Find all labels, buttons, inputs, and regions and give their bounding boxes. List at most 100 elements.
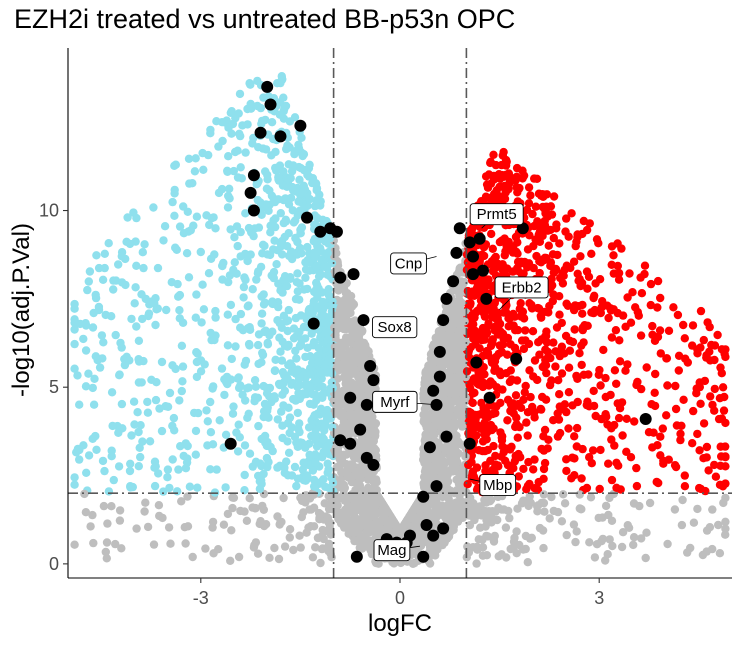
data-point	[488, 309, 498, 318]
data-point	[553, 250, 562, 260]
data-point	[173, 487, 182, 496]
data-point	[333, 311, 342, 320]
data-point	[164, 523, 174, 532]
data-point	[717, 414, 727, 423]
data-point	[316, 510, 325, 519]
data-point	[350, 470, 360, 479]
data-point	[234, 420, 243, 429]
data-point	[89, 400, 99, 409]
data-point	[447, 457, 456, 466]
data-point	[693, 349, 702, 358]
data-point	[230, 258, 239, 267]
data-point	[258, 144, 268, 153]
data-point	[607, 242, 617, 251]
data-point	[298, 465, 307, 474]
data-point	[704, 466, 713, 475]
data-point	[318, 525, 327, 535]
data-point	[646, 279, 656, 289]
data-point	[598, 513, 607, 522]
data-point	[240, 360, 249, 369]
data-point	[572, 371, 581, 381]
data-point	[138, 437, 147, 446]
data-point	[169, 413, 179, 423]
data-point	[680, 471, 689, 480]
data-point	[626, 453, 636, 462]
data-point	[542, 368, 551, 378]
data-point	[192, 357, 202, 367]
data-point	[109, 285, 118, 294]
data-point	[240, 470, 249, 480]
data-point	[510, 343, 520, 353]
data-point	[301, 265, 311, 274]
data-point	[251, 538, 261, 547]
data-point	[102, 554, 112, 563]
data-point	[717, 345, 727, 354]
data-point	[206, 428, 216, 437]
data-point	[193, 483, 202, 492]
data-point	[248, 139, 257, 148]
data-point	[233, 241, 242, 251]
data-point	[630, 417, 639, 426]
data-point	[438, 540, 447, 550]
data-point	[695, 446, 704, 455]
data-point	[202, 406, 211, 415]
data-point	[493, 461, 503, 470]
data-point	[185, 482, 195, 491]
data-point	[494, 349, 503, 359]
data-point	[312, 262, 321, 271]
data-point	[517, 269, 526, 279]
data-point	[440, 381, 449, 390]
data-point	[284, 448, 294, 457]
data-point	[517, 336, 527, 345]
data-point	[314, 357, 323, 367]
data-point	[229, 402, 238, 411]
data-point	[90, 374, 99, 383]
data-point	[193, 349, 202, 358]
data-point	[168, 197, 177, 207]
data-point	[583, 284, 592, 293]
data-point	[267, 118, 277, 127]
data-point	[493, 515, 502, 525]
data-point	[151, 395, 161, 405]
data-point	[460, 499, 469, 508]
data-point	[323, 459, 332, 468]
data-point	[214, 545, 223, 554]
data-point	[84, 369, 93, 378]
data-point	[191, 426, 201, 436]
data-point	[549, 506, 558, 516]
data-point	[479, 509, 488, 518]
data-point	[577, 360, 586, 370]
data-point	[610, 441, 619, 450]
data-point	[293, 408, 302, 418]
data-point	[605, 493, 614, 503]
data-point	[239, 293, 248, 302]
data-point	[695, 378, 704, 387]
data-point	[182, 249, 192, 258]
data-point	[310, 220, 319, 229]
data-point	[445, 328, 454, 338]
data-point	[353, 528, 363, 537]
data-point	[635, 501, 644, 511]
data-point	[469, 472, 479, 482]
data-point	[514, 184, 524, 193]
data-point	[104, 487, 114, 496]
data-point	[472, 559, 481, 568]
data-point	[237, 174, 246, 183]
data-point	[636, 331, 646, 340]
data-point	[280, 468, 289, 478]
data-point	[183, 492, 192, 501]
data-point	[277, 250, 287, 259]
data-point	[70, 540, 79, 549]
data-point	[430, 357, 439, 367]
data-point	[603, 301, 612, 310]
data-point	[555, 239, 564, 248]
data-point	[314, 272, 324, 281]
data-point	[88, 383, 98, 393]
data-point	[706, 392, 715, 401]
data-point	[280, 542, 290, 551]
data-point	[641, 553, 650, 563]
data-point	[151, 320, 160, 330]
data-point	[126, 483, 135, 492]
data-point	[558, 279, 568, 288]
data-point	[309, 338, 319, 347]
